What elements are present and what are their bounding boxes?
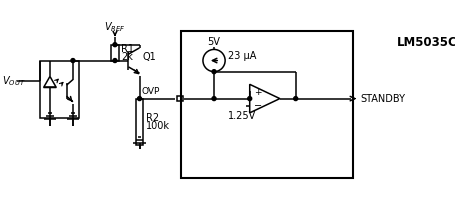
Circle shape xyxy=(113,59,117,63)
Circle shape xyxy=(294,97,298,101)
Text: $V_{OUT}$: $V_{OUT}$ xyxy=(1,74,25,88)
Text: 23 μA: 23 μA xyxy=(228,51,256,61)
Text: STANDBY: STANDBY xyxy=(361,94,406,104)
Circle shape xyxy=(113,43,117,47)
Text: OVP: OVP xyxy=(141,87,160,96)
Circle shape xyxy=(212,70,216,74)
Text: 5V: 5V xyxy=(207,37,221,47)
Bar xyxy=(177,96,183,101)
Text: +: + xyxy=(254,88,261,97)
Text: R1: R1 xyxy=(121,44,134,54)
Text: 100k: 100k xyxy=(146,121,170,131)
Text: 2k: 2k xyxy=(121,52,133,62)
Bar xyxy=(181,31,353,178)
Text: R2: R2 xyxy=(146,113,159,123)
Text: LM5035C: LM5035C xyxy=(397,36,455,49)
Circle shape xyxy=(137,97,142,101)
Circle shape xyxy=(212,97,216,101)
Circle shape xyxy=(248,97,252,101)
Bar xyxy=(136,99,143,145)
Circle shape xyxy=(71,59,75,63)
Bar xyxy=(40,61,79,118)
Text: $V_{REF}$: $V_{REF}$ xyxy=(104,20,126,34)
Text: Q1: Q1 xyxy=(143,52,157,62)
Text: 1.25V: 1.25V xyxy=(228,111,256,121)
Bar xyxy=(111,45,119,61)
Text: −: − xyxy=(254,101,262,111)
